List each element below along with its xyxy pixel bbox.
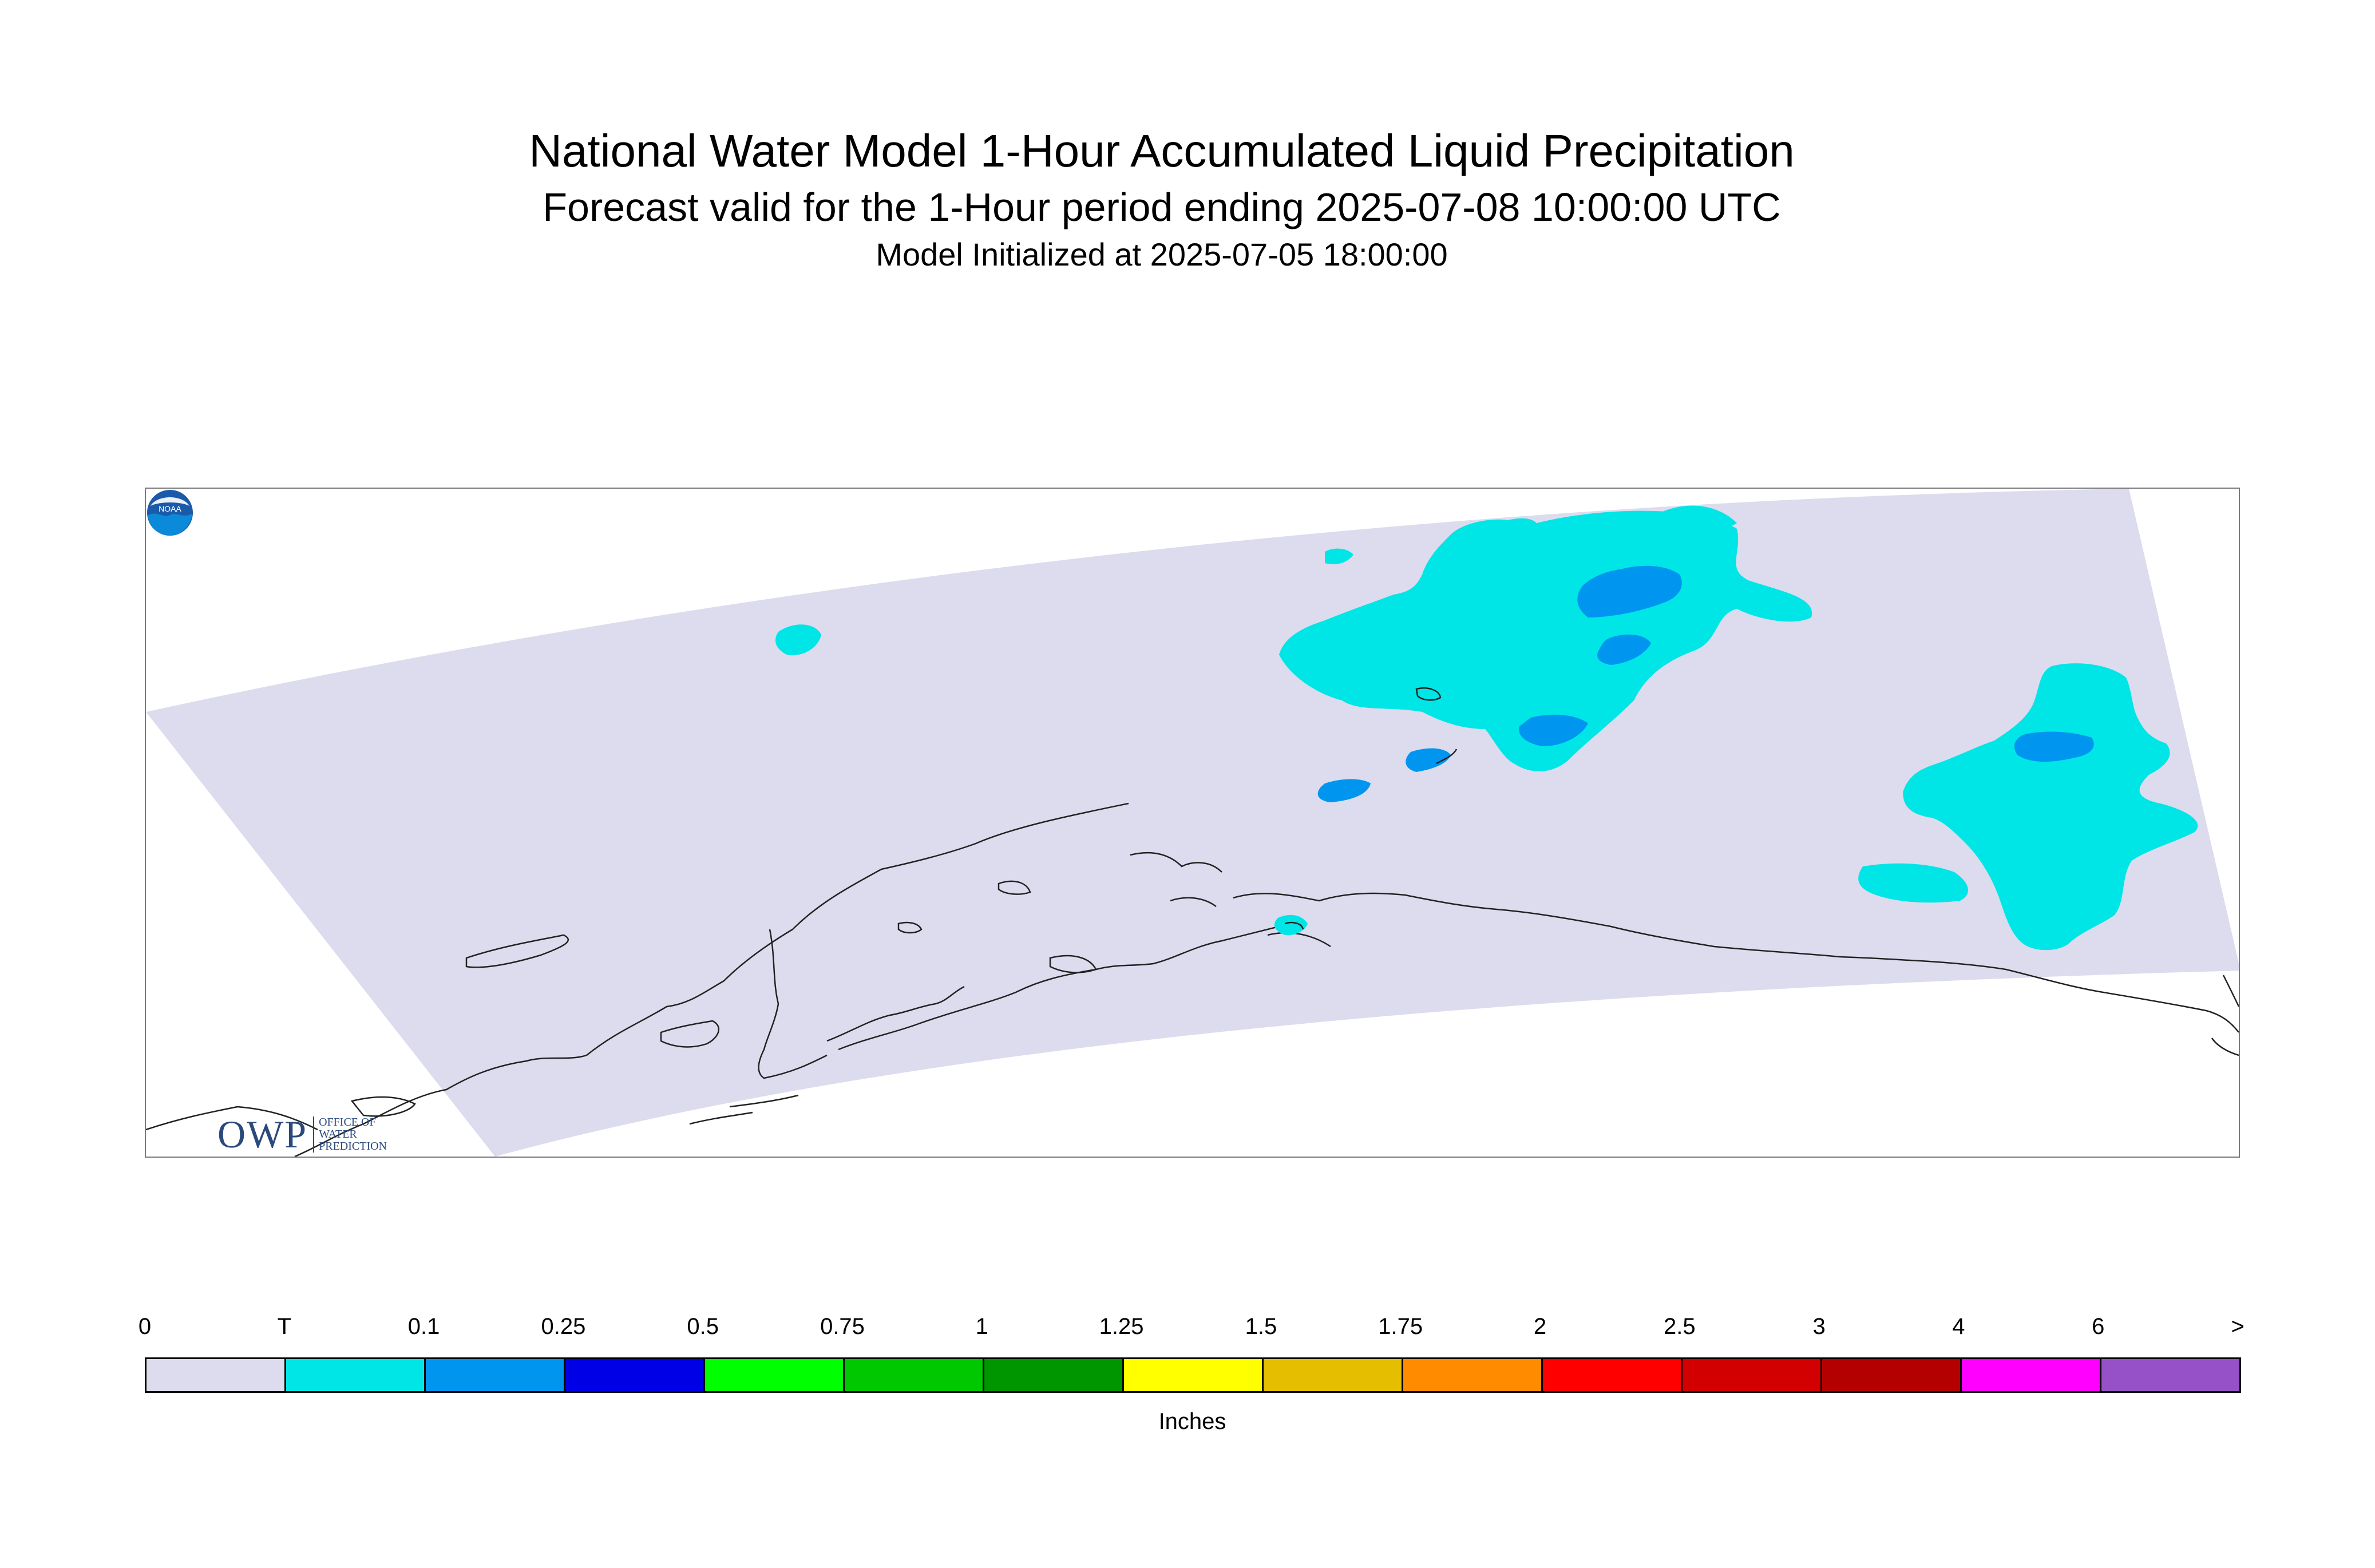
noaa-logo: NOAA	[147, 490, 193, 536]
legend-swatch-0	[147, 1359, 286, 1391]
precip-light-4	[1406, 748, 1451, 772]
model-init-time: Model Initialized at 2025-07-05 18:00:00	[876, 236, 1448, 272]
lake-outline-2	[1436, 749, 1458, 765]
model-domain	[146, 489, 2239, 1157]
map-title: National Water Model 1-Hour Accumulated …	[529, 125, 1795, 176]
legend-swatch-12	[1822, 1359, 1962, 1391]
legend-swatch-1	[286, 1359, 426, 1391]
legend-tick-label: 0.25	[541, 1314, 586, 1339]
legend-tick-label: 1.5	[1245, 1314, 1277, 1339]
legend-tick-label: 6	[2092, 1314, 2105, 1339]
owp-logo: OWP OFFICE OF WATER PREDICTION	[217, 1111, 387, 1157]
precip-light-2	[1597, 634, 1651, 665]
legend-tick-label: 1.75	[1378, 1314, 1423, 1339]
legend-swatch-10	[1543, 1359, 1683, 1391]
precip-trace-extension	[1662, 505, 1737, 529]
legend-color-bar	[145, 1357, 2241, 1393]
legend-swatch-5	[845, 1359, 984, 1391]
legend-tick-label: 0	[138, 1314, 152, 1339]
precip-trace-southeast	[1858, 863, 1968, 903]
legend-swatch-14	[2101, 1359, 2239, 1391]
legend-tick-label: 3	[1812, 1314, 1826, 1339]
legend-swatch-7	[1124, 1359, 1264, 1391]
coastline-kenai	[758, 929, 828, 1079]
coastline-aleut	[689, 1094, 799, 1125]
legend-tick-label: 0.5	[687, 1314, 719, 1339]
precip-light-areas	[1317, 565, 2094, 802]
island-nunivak	[350, 1096, 416, 1117]
noaa-logo-text: NOAA	[159, 504, 181, 513]
legend-tick-label: >	[2231, 1314, 2245, 1339]
precipitation-map	[146, 489, 2239, 1157]
coastline-west	[146, 1106, 318, 1131]
legend-tick-label: 1.25	[1099, 1314, 1144, 1339]
precip-light-5	[1317, 779, 1371, 802]
legend-swatch-2	[426, 1359, 565, 1391]
legend-tick-label: 4	[1952, 1314, 1965, 1339]
legend-tick-label: 2.5	[1663, 1314, 1696, 1339]
precip-trace-north	[1325, 548, 1353, 564]
legend-swatch-3	[565, 1359, 705, 1391]
legend-swatch-13	[1962, 1359, 2101, 1391]
legend-tick-label: 1	[975, 1314, 988, 1339]
coastline-mainland	[294, 802, 1129, 1157]
owp-logo-line-1: OFFICE OF	[319, 1115, 376, 1129]
legend-swatch-6	[984, 1359, 1124, 1391]
precip-light-3	[1519, 714, 1588, 746]
legend-swatch-4	[705, 1359, 845, 1391]
map-subtitle: Forecast valid for the 1-Hour period end…	[543, 185, 1781, 229]
coastlines	[146, 802, 2239, 1157]
owp-logo-letters: OWP	[217, 1112, 308, 1156]
lake-outline-1	[1415, 687, 1442, 701]
coastline-gulf	[1233, 892, 2239, 1033]
precip-trace-east	[1903, 663, 2198, 951]
island-small-1	[897, 921, 923, 934]
inland-outlines	[1284, 687, 1458, 930]
island-small-2	[1049, 955, 1097, 973]
legend-swatch-9	[1403, 1359, 1543, 1391]
coastline-delta	[660, 1020, 719, 1048]
coastline-kodiak	[826, 985, 965, 1042]
legend-swatch-11	[1683, 1359, 1822, 1391]
legend-tick-label: T	[277, 1314, 292, 1339]
map-frame: OWP OFFICE OF WATER PREDICTION NOAA	[145, 488, 2240, 1158]
legend-tick-label: 2	[1533, 1314, 1547, 1339]
island-stlawrence	[465, 934, 569, 968]
legend-units-label: Inches	[1158, 1409, 1226, 1434]
legend-tick-label: 0.1	[407, 1314, 440, 1339]
owp-logo-line-2: WATER	[319, 1127, 357, 1141]
precip-trace-west	[775, 624, 821, 655]
legend-swatch-8	[1264, 1359, 1403, 1391]
island-bay	[998, 880, 1031, 895]
legend-tick-label: 0.75	[820, 1314, 865, 1339]
precip-trace-coast-spot	[1274, 914, 1308, 936]
precip-light-1	[1577, 565, 1682, 617]
island-outline-3	[1284, 921, 1304, 930]
owp-logo-subtitle: OFFICE OF WATER PREDICTION	[313, 1116, 387, 1153]
owp-logo-line-3: PREDICTION	[319, 1139, 387, 1153]
coastline-chain	[1130, 852, 1331, 948]
color-legend: 0 T 0.1 0.25 0.5 0.75 1 1.25 1.5 1.75 2 2.5 3 4 6 > Inc…	[138, 1314, 2245, 1451]
coastline-southeast	[2211, 975, 2239, 1056]
precip-light-east	[2014, 731, 2094, 762]
